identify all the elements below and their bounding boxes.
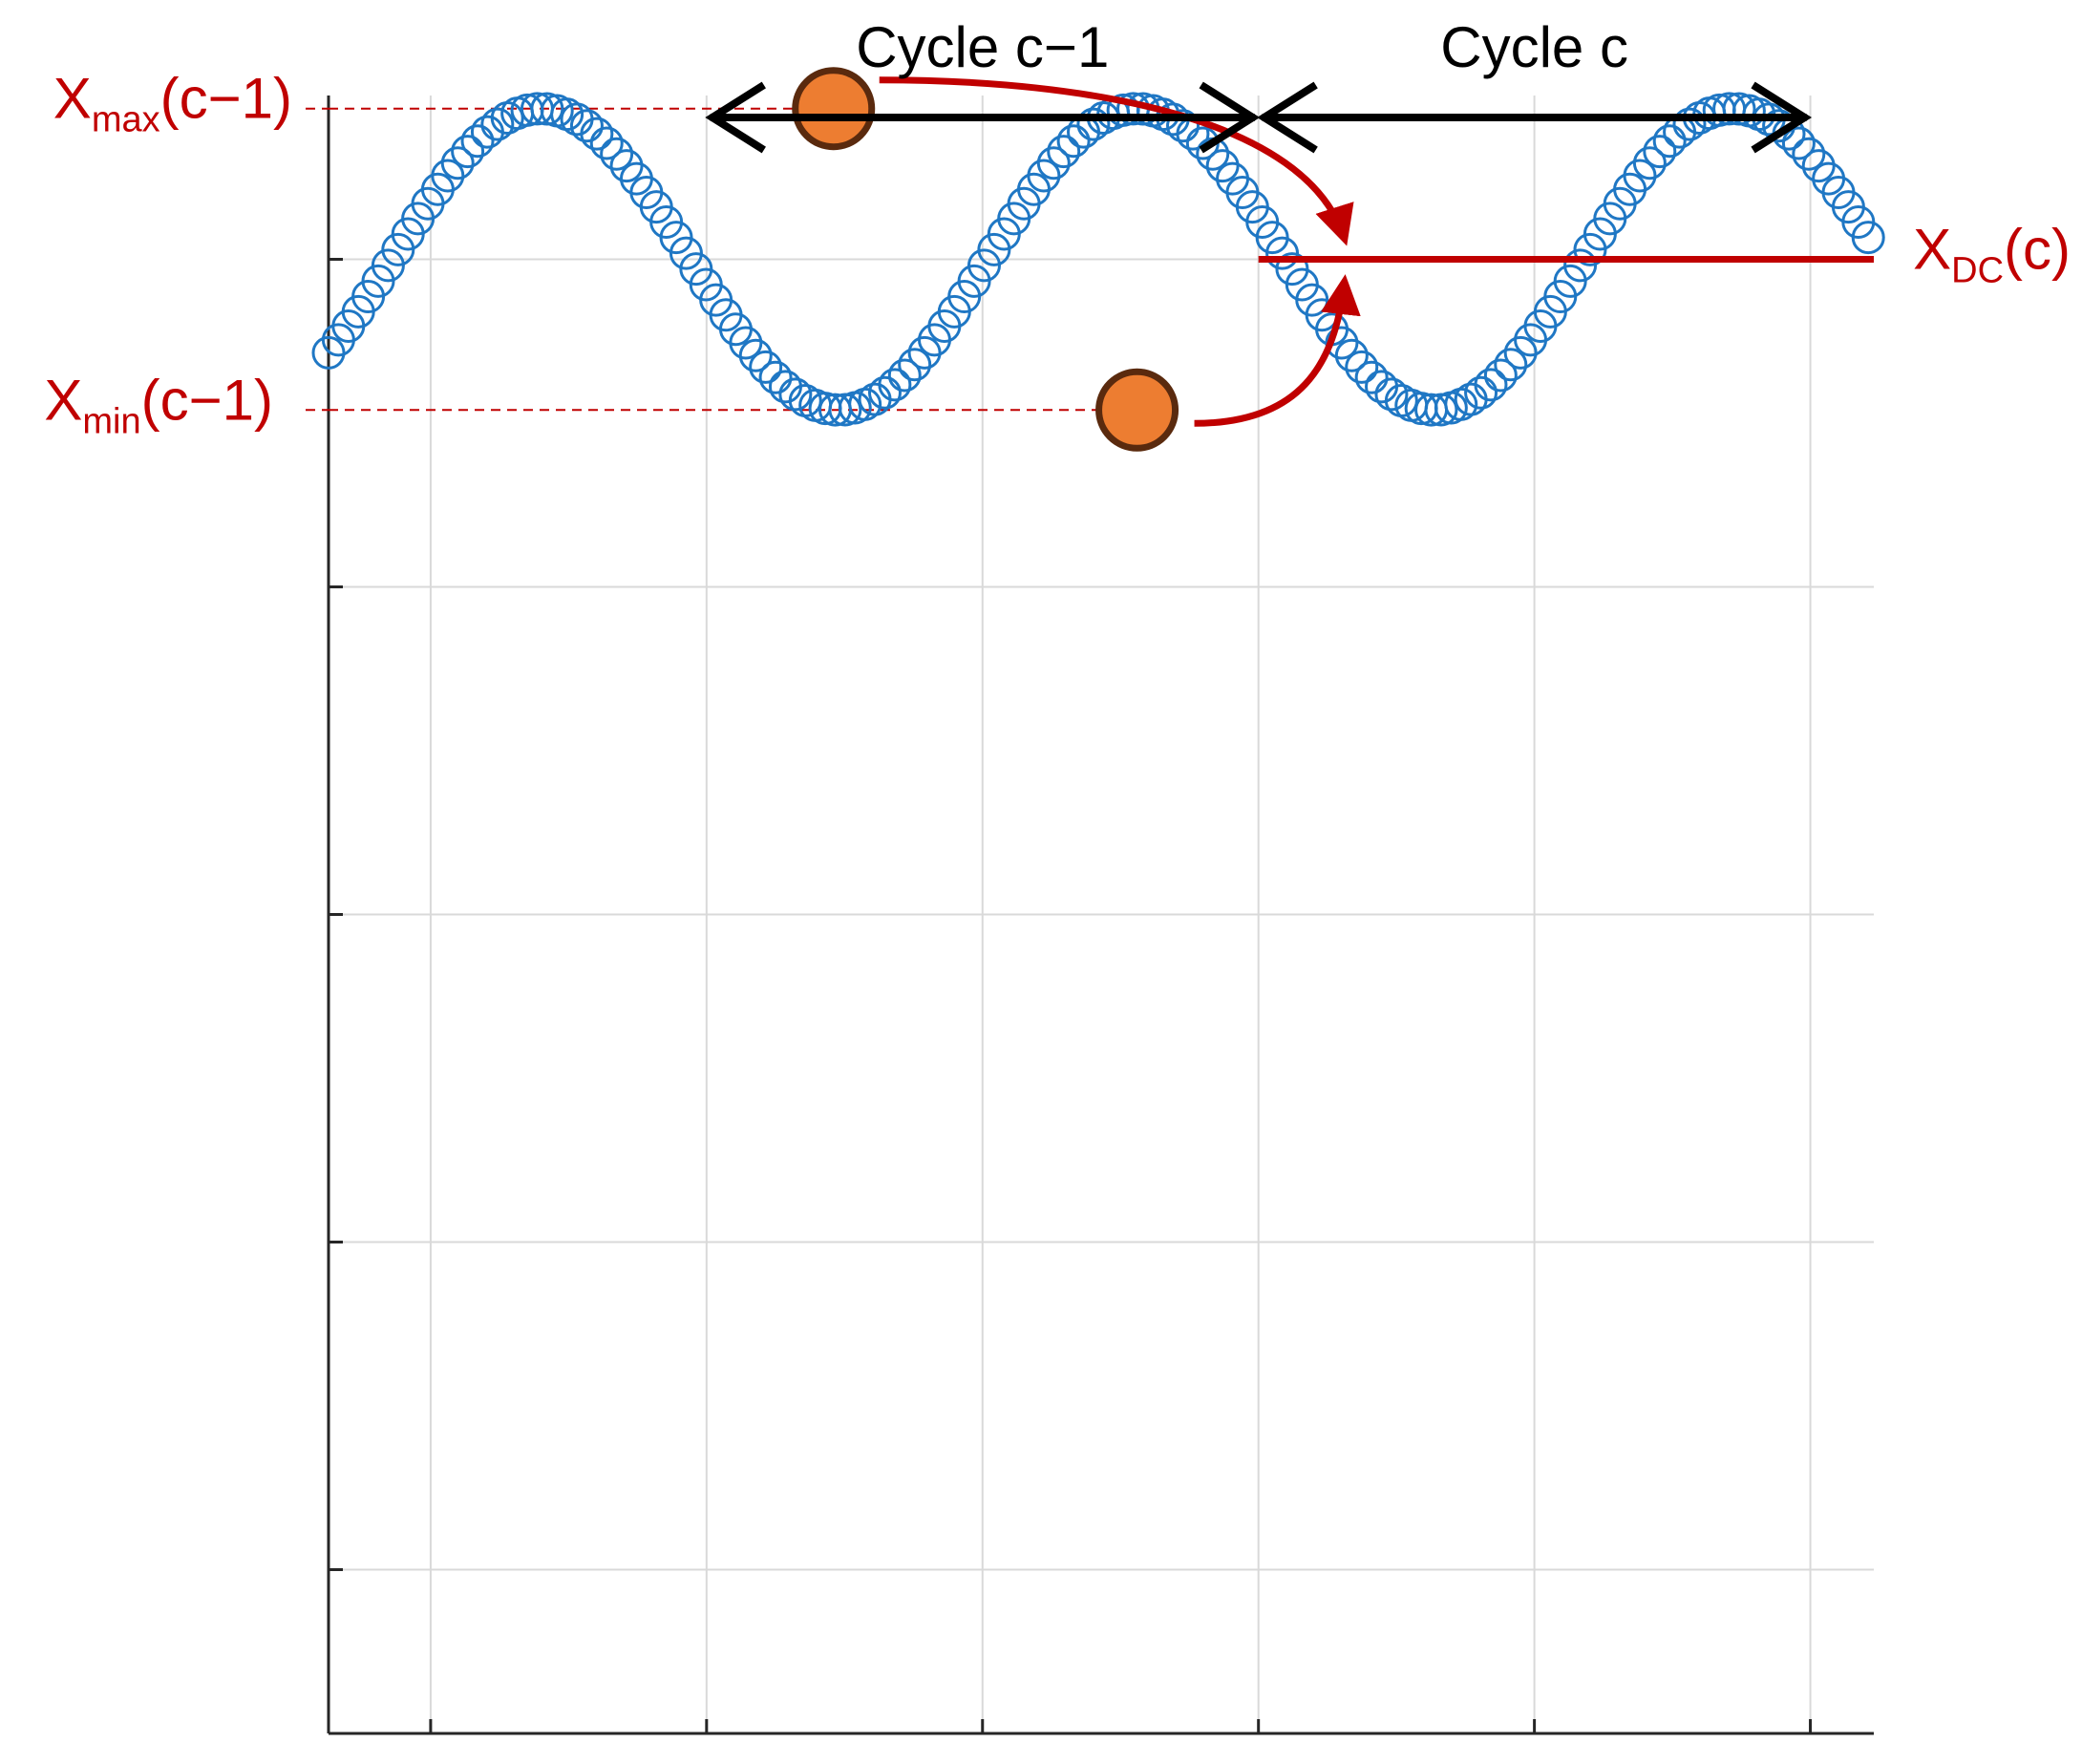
series-point [480,107,515,141]
series-point [828,393,862,427]
series-point [451,135,485,169]
series-point [1166,109,1200,143]
series-point [1483,358,1518,393]
xmax-base: X [53,67,92,131]
cycle-arrow-head-right [1751,81,1813,154]
xmin-sub: min [82,401,140,441]
xmax-arg: (c−1) [160,67,292,131]
cycle-arrow-head-right [1199,81,1261,154]
series-point [1672,107,1707,141]
series-point [1652,124,1687,159]
series-point [431,159,465,193]
xdc-arg: (c) [2004,218,2071,282]
series-point [1047,135,1081,169]
series-point [778,377,813,412]
series-point [1632,146,1667,181]
series-point [1076,107,1111,141]
series-point [1851,221,1885,255]
series-point [887,358,922,393]
series-point [589,126,624,160]
series-point [858,382,892,416]
xmin-label: Xmin(c−1) [44,368,273,441]
xmin-arg: (c−1) [141,368,273,432]
series-point [758,360,793,394]
series-point [1722,92,1756,126]
series-point [1365,370,1399,404]
series-point [878,368,912,402]
series-point [898,348,932,382]
series-point [460,124,495,159]
series-point [1623,159,1657,193]
series-point [1027,159,1061,193]
series-point [569,109,604,143]
series-point [580,117,614,151]
series-point [1374,377,1409,412]
xmin-point [1095,368,1179,452]
series-point [1781,126,1816,160]
xmax-label: Xmax(c−1) [53,67,292,140]
series-point [1474,368,1508,402]
xdc-base: X [1913,218,1951,282]
series-points [311,92,1885,427]
series-point [768,370,802,404]
series-point [1424,393,1458,427]
xmin-to-dc-arrow [1194,274,1361,427]
series-point [729,326,763,360]
series-point [1345,350,1379,384]
cycle-arrow-head-left [1257,81,1318,154]
series-point [749,350,783,384]
series-point [1334,338,1369,372]
series-point [1354,360,1389,394]
cycle-arrow-head-left [705,81,766,154]
series-point [600,137,634,171]
xdc-sub: DC [1951,251,2004,291]
series-point [1036,146,1071,181]
series-point [1454,382,1488,416]
annotation-arrows [705,76,1813,427]
cycle-label-prev: Cycle c−1 [856,15,1109,79]
xmax-sub: max [92,100,160,140]
series-point [1056,124,1091,159]
xmin-base: X [44,368,82,432]
cycle-label-current: Cycle c [1440,15,1628,79]
series-point [1643,135,1677,169]
series-point [1464,375,1498,410]
series-point [1494,348,1528,382]
series-point [470,115,504,149]
grid [329,96,1874,1733]
series-point [1325,326,1359,360]
series-point [440,146,475,181]
highlight-points [792,67,1179,452]
series-point [867,375,902,410]
xdc-label: XDC(c) [1913,218,2071,291]
series-point [738,338,773,372]
series-point [530,92,564,126]
xmax-point [792,67,876,151]
series-point [1792,137,1826,171]
